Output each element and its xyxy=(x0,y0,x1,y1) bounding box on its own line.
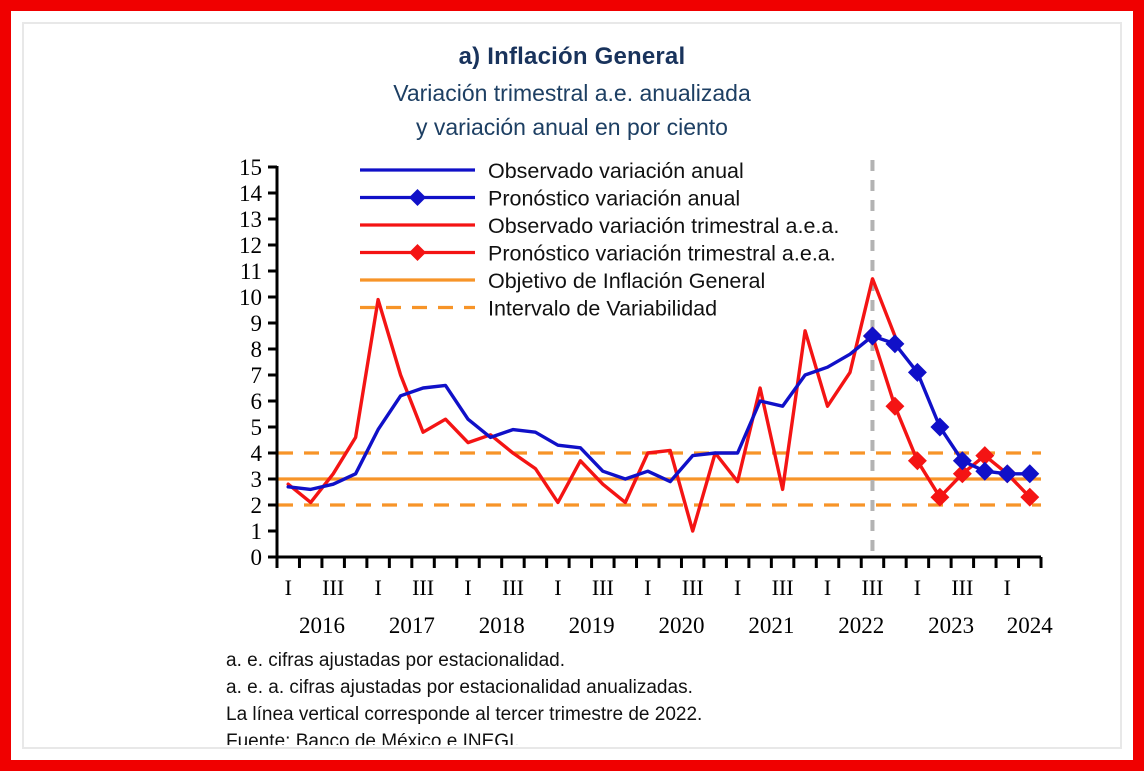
chart-title: a) Inflación General xyxy=(458,43,686,70)
legend-label-4: Objetivo de Inflación General xyxy=(488,269,765,293)
legend-label-2: Observado variación trimestral a.e.a. xyxy=(488,214,839,238)
figure-panel: a) Inflación General Variación trimestra… xyxy=(22,22,1122,749)
series-marker-forecast_annual xyxy=(885,334,905,354)
footnote-3: La línea vertical corresponde al tercer … xyxy=(226,703,703,725)
series-marker-forecast_quarterly xyxy=(1020,487,1040,507)
series-marker-forecast_quarterly xyxy=(885,396,905,416)
y-axis-tick-label: 9 xyxy=(251,311,263,336)
chart-subtitle-line-1: Variación trimestral a.e. anualizada xyxy=(393,80,751,106)
x-axis-year-label: 2023 xyxy=(928,613,974,638)
x-axis-quarter-label: I xyxy=(464,575,471,600)
legend-marker-3 xyxy=(409,244,426,261)
y-axis-tick-label: 10 xyxy=(239,285,262,310)
y-axis-tick-label: 15 xyxy=(239,155,262,180)
x-axis-quarter-label: I xyxy=(285,575,292,600)
x-axis-year-label: 2024 xyxy=(1007,613,1054,638)
series-marker-forecast_quarterly xyxy=(907,451,927,471)
x-axis-year-label: 2022 xyxy=(838,613,884,638)
x-axis-year-label: 2020 xyxy=(658,613,704,638)
y-axis-tick-label: 3 xyxy=(251,467,263,492)
y-axis-tick-label: 12 xyxy=(239,233,262,258)
footnote-2: a. e. a. cifras ajustadas por estacional… xyxy=(226,676,693,698)
y-axis-tick-label: 4 xyxy=(251,441,263,466)
series-marker-forecast_quarterly xyxy=(975,446,995,466)
x-axis-year-label: 2016 xyxy=(299,613,345,638)
series-marker-forecast_quarterly xyxy=(952,464,972,484)
series-marker-forecast_annual xyxy=(1020,464,1040,484)
series-line-observed_quarterly xyxy=(286,277,897,533)
x-axis-quarter-label: III xyxy=(682,575,704,600)
y-axis-tick-label: 11 xyxy=(240,259,262,284)
chart-subtitle-line-2: y variación anual en por ciento xyxy=(416,114,728,140)
y-axis-tick-label: 13 xyxy=(239,207,262,232)
y-axis-tick-label: 5 xyxy=(251,415,263,440)
y-axis-tick-label: 7 xyxy=(251,363,263,388)
x-axis-quarter-label: I xyxy=(914,575,921,600)
x-axis-quarter-label: I xyxy=(1004,575,1011,600)
y-axis-tick-label: 8 xyxy=(251,337,263,362)
series-marker-forecast_annual xyxy=(952,451,972,471)
x-axis-quarter-label: III xyxy=(592,575,614,600)
x-axis-quarter-label: I xyxy=(374,575,381,600)
x-axis-quarter-label: I xyxy=(554,575,561,600)
series-marker-forecast_annual xyxy=(863,326,882,346)
footnote-1: a. e. cifras ajustadas por estacionalida… xyxy=(226,650,566,671)
x-axis-quarter-label: III xyxy=(861,575,883,600)
series-marker-forecast_quarterly xyxy=(930,487,950,507)
x-axis-quarter-label: III xyxy=(502,575,524,600)
x-axis-quarter-label: III xyxy=(322,575,344,600)
x-axis-quarter-label: I xyxy=(734,575,741,600)
x-axis-year-label: 2021 xyxy=(748,613,794,638)
series-marker-forecast_annual xyxy=(930,417,950,437)
legend-label-1: Pronóstico variación anual xyxy=(488,187,740,211)
x-axis-quarter-label: III xyxy=(951,575,973,600)
y-axis-tick-label: 0 xyxy=(251,545,263,570)
x-axis-year-label: 2017 xyxy=(389,613,435,638)
x-axis-year-label: 2018 xyxy=(479,613,525,638)
series-marker-forecast_annual xyxy=(997,464,1017,484)
footnote-source: Fuente: Banco de México e INEGI. xyxy=(226,730,520,749)
series-marker-forecast_annual xyxy=(975,461,995,481)
legend-label-5: Intervalo de Variabilidad xyxy=(488,297,717,321)
y-axis-tick-label: 6 xyxy=(251,389,263,414)
x-axis-year-label: 2019 xyxy=(569,613,615,638)
x-axis-quarter-label: III xyxy=(412,575,434,600)
y-axis-tick-label: 1 xyxy=(251,519,263,544)
x-axis-quarter-label: I xyxy=(644,575,651,600)
y-axis-tick-label: 2 xyxy=(251,493,263,518)
legend-label-0: Observado variación anual xyxy=(488,159,744,183)
x-axis-quarter-label: I xyxy=(824,575,831,600)
y-axis-tick-label: 14 xyxy=(239,181,263,206)
x-axis-quarter-label: III xyxy=(772,575,794,600)
series-line-observed_annual xyxy=(286,334,875,492)
legend-label-3: Pronóstico variación trimestral a.e.a. xyxy=(488,242,836,266)
chart-footnotes: a. e. cifras ajustadas por estacionalida… xyxy=(226,648,703,749)
legend-marker-1 xyxy=(409,189,426,206)
series-marker-forecast_annual xyxy=(907,362,927,382)
